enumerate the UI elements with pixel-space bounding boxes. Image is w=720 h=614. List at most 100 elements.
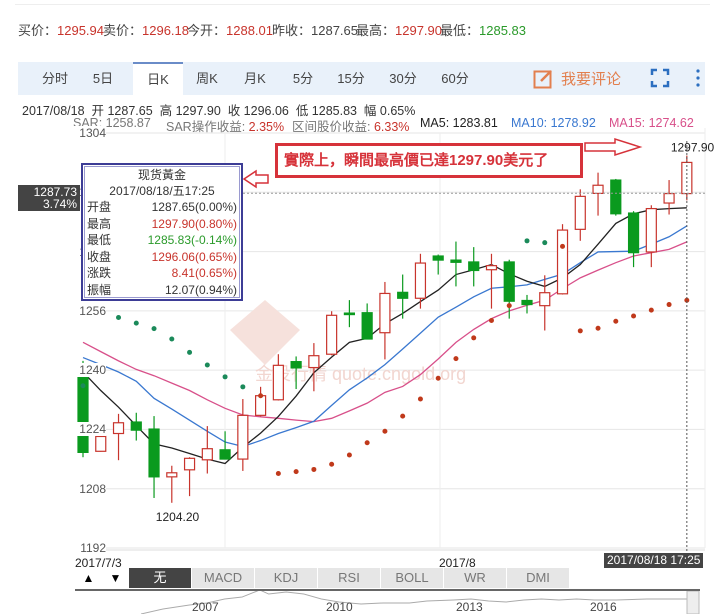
candle[interactable] bbox=[343, 300, 355, 328]
tooltip-row: 最低 1285.83(-0.14%) bbox=[87, 232, 237, 249]
candle[interactable] bbox=[397, 274, 409, 319]
comment-button[interactable]: 我要评论 bbox=[533, 68, 621, 89]
tooltip-title: 现货黃金 bbox=[137, 168, 186, 182]
candle-body bbox=[112, 422, 125, 435]
tooltip-key: 最高 bbox=[87, 216, 112, 231]
tooltip-row: 收盘 1296.06(0.65%) bbox=[87, 249, 237, 266]
indicator-tab-5[interactable]: WR bbox=[444, 568, 507, 588]
range-return-label: 区间股价收益: bbox=[292, 120, 374, 134]
tooltip-row: 涨跌 8.41(0.65%) bbox=[87, 265, 237, 282]
candle[interactable] bbox=[539, 275, 551, 331]
candle[interactable] bbox=[379, 281, 391, 360]
fullscreen-icon[interactable] bbox=[650, 68, 670, 88]
candle[interactable] bbox=[361, 303, 373, 340]
indicator-tab-3[interactable]: RSI bbox=[318, 568, 381, 588]
candle[interactable] bbox=[326, 311, 338, 356]
candle[interactable] bbox=[255, 386, 267, 417]
sar-dot bbox=[382, 428, 388, 434]
quote-label: 昨收： bbox=[272, 23, 312, 38]
sar-dot bbox=[435, 375, 441, 381]
candle[interactable] bbox=[237, 399, 249, 471]
quote-value: 1288.01 bbox=[226, 23, 274, 38]
sar-dot bbox=[453, 356, 459, 362]
sar-return-value: 2.35% bbox=[248, 120, 285, 134]
candle[interactable] bbox=[556, 224, 569, 295]
indicator-tab-2[interactable]: KDJ bbox=[255, 568, 318, 588]
candle[interactable] bbox=[183, 457, 196, 497]
tab-6[interactable]: 15分 bbox=[337, 71, 365, 86]
sar-dot bbox=[417, 396, 423, 402]
ma10-value: MA10: 1278.92 bbox=[511, 116, 596, 130]
sar-dot bbox=[151, 326, 157, 332]
tab-0[interactable]: 分时 bbox=[41, 71, 68, 86]
more-vertical-icon[interactable] bbox=[695, 68, 701, 88]
y-tick-label: 1256 bbox=[70, 303, 106, 318]
candle[interactable] bbox=[219, 431, 231, 460]
sar-dot bbox=[524, 238, 530, 244]
arrow-right-icon bbox=[584, 137, 643, 157]
tooltip-row: 最高 1297.90(0.80%) bbox=[87, 216, 237, 233]
candle[interactable] bbox=[450, 241, 462, 287]
period-tab-bar bbox=[18, 62, 705, 95]
indicator-tab-1[interactable]: MACD bbox=[192, 568, 255, 588]
candle[interactable] bbox=[645, 205, 657, 268]
candle-body bbox=[610, 179, 622, 215]
candle[interactable] bbox=[272, 354, 284, 401]
quote-label: 卖价： bbox=[103, 23, 143, 38]
candle[interactable] bbox=[592, 172, 604, 216]
quote-label: 买价： bbox=[18, 23, 58, 38]
candle[interactable] bbox=[610, 178, 622, 216]
candle-body bbox=[379, 292, 391, 334]
indicator-tab-0[interactable]: 无 bbox=[129, 568, 192, 588]
range-navigator[interactable] bbox=[75, 589, 700, 614]
range-return-value: 6.33% bbox=[373, 120, 410, 134]
candle[interactable] bbox=[503, 259, 515, 319]
tooltip-row: 开盘 1287.65(0.00%) bbox=[87, 199, 237, 216]
candle[interactable] bbox=[166, 465, 178, 503]
candle[interactable] bbox=[290, 356, 302, 390]
candle[interactable] bbox=[521, 294, 533, 314]
candle[interactable] bbox=[112, 413, 125, 461]
candle-body bbox=[326, 314, 338, 355]
candle[interactable] bbox=[574, 189, 586, 241]
candle[interactable] bbox=[308, 343, 320, 392]
tab-3[interactable]: 周K bbox=[196, 71, 218, 86]
scroll-down-button[interactable]: ▼ bbox=[102, 568, 129, 588]
candle-body bbox=[521, 299, 533, 306]
sar-dot bbox=[329, 461, 335, 467]
tab-1[interactable]: 5日 bbox=[92, 71, 114, 86]
tab-7[interactable]: 30分 bbox=[389, 71, 417, 86]
sar-dot bbox=[116, 315, 122, 321]
candle-body bbox=[255, 395, 267, 416]
sar-dot bbox=[400, 413, 406, 419]
candle[interactable] bbox=[432, 254, 444, 275]
indicator-tab-6[interactable]: DMI bbox=[507, 568, 570, 588]
candle[interactable] bbox=[148, 416, 160, 498]
max-price-label: 1297.90 bbox=[671, 141, 715, 155]
tab-5[interactable]: 5分 bbox=[292, 71, 314, 86]
candle[interactable] bbox=[201, 426, 213, 474]
candle[interactable] bbox=[130, 412, 142, 441]
top-divider bbox=[15, 4, 710, 5]
scroll-up-button[interactable]: ▲ bbox=[75, 568, 102, 588]
tab-4[interactable]: 月K bbox=[244, 71, 266, 86]
candle[interactable] bbox=[485, 253, 498, 309]
candle[interactable] bbox=[468, 247, 480, 287]
y-tick-label: 1224 bbox=[70, 422, 106, 437]
indicator-tab-4[interactable]: BOLL bbox=[381, 568, 444, 588]
candle-body bbox=[556, 229, 569, 295]
arrow-left-icon bbox=[242, 169, 269, 189]
quote-3: 昨收：1287.65 bbox=[272, 20, 358, 39]
tab-2[interactable]: 日K bbox=[133, 62, 183, 95]
sar-return: SAR操作收益: 2.35% bbox=[166, 116, 284, 135]
candle[interactable] bbox=[414, 253, 427, 309]
candle[interactable] bbox=[663, 180, 675, 215]
tooltip-value: 1285.83(-0.14%) bbox=[147, 233, 237, 247]
tab-8[interactable]: 60分 bbox=[441, 71, 469, 86]
tooltip-key: 最低 bbox=[87, 233, 112, 247]
sar-dot bbox=[364, 440, 370, 446]
edit-icon bbox=[533, 69, 552, 88]
tooltip-value: 1287.65(0.00%) bbox=[151, 200, 237, 214]
candle[interactable] bbox=[627, 211, 640, 268]
